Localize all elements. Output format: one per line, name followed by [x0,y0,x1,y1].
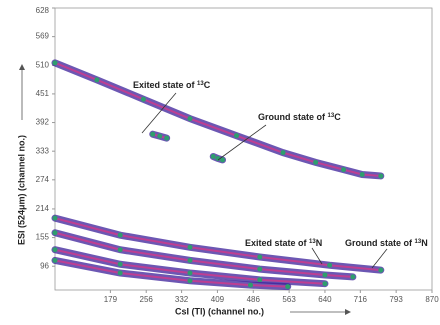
band-core [54,231,353,278]
point [234,133,240,139]
point [94,77,100,83]
y-tick-label: 392 [36,118,50,127]
point [280,150,286,156]
x-tick-label: 716 [354,295,368,304]
point [215,155,221,161]
point [327,262,333,268]
point [52,230,58,236]
annotation-sup: 13 [415,239,422,245]
point [322,281,328,287]
point [247,282,253,288]
annotation-after: C [204,80,211,90]
annotation-after: N [316,238,323,248]
plot-frame [54,7,433,291]
point [117,232,123,238]
point [350,274,356,280]
annotation: Exited state of 13N [245,238,322,248]
y-tick-label: 451 [36,89,50,98]
point [164,135,170,141]
point [257,266,263,272]
y-tick-label: 628 [36,6,50,15]
point [52,247,58,253]
annotation-sup: 13 [328,113,335,119]
point [313,159,319,165]
annotation-text: Ground state of [345,238,415,248]
point [150,131,156,137]
annotation-sup: 13 [309,239,316,245]
x-tick-label: 640 [318,295,332,304]
x-tick-label: 179 [104,295,118,304]
point [220,157,226,163]
point [378,173,384,179]
point [341,167,347,173]
annotation-text: Ground state of [258,112,328,122]
annotation-arrow [311,247,323,265]
y-tick-label: 333 [36,146,50,155]
y-tick-label: 155 [36,233,50,242]
x-axis-arrowhead [345,309,351,315]
annotation-after: N [421,238,428,248]
y-tick-label: 214 [36,204,50,213]
y-axis-label: ESI (524μm) (channel no.) [16,135,26,245]
y-tick-label: 569 [36,32,50,41]
annotation-text: Exited state of [133,80,197,90]
x-tick-label: 870 [425,295,439,304]
point [359,171,365,177]
annotation: Ground state of 13C [258,112,341,122]
point [210,154,216,160]
point [187,270,193,276]
point [187,116,193,122]
x-tick-label: 332 [175,295,189,304]
point [187,244,193,250]
annotation-sup: 13 [197,81,204,87]
annotation-after: C [334,112,341,122]
annotation: Exited state of 13C [133,80,211,90]
x-tick-label: 256 [140,295,154,304]
band-core [54,217,381,272]
x-axis-label: CsI (Tl) (channel no.) [175,306,264,316]
point [285,284,291,290]
point [257,254,263,260]
y-axis-arrowhead [19,64,25,70]
x-tick-label: 409 [211,295,225,304]
y-tick-label: 274 [36,175,50,184]
point [52,215,58,221]
point [117,270,123,276]
point [140,96,146,102]
point [52,257,58,263]
point [257,277,263,283]
annotation-arrow [141,92,177,134]
x-tick-label: 563 [282,295,296,304]
y-tick-label: 510 [36,60,50,69]
point [157,133,163,139]
point [322,272,328,278]
y-tick-label: 96 [40,261,49,270]
annotation: Ground state of 13N [345,238,428,248]
point [378,267,384,273]
annotation-text: Exited state of [245,238,309,248]
point [52,60,58,66]
x-tick-label: 793 [389,295,403,304]
point [117,261,123,267]
x-tick-label: 486 [247,295,261,304]
annotation-arrow [371,248,388,269]
point [117,247,123,253]
band-core [54,61,381,177]
annotation-arrow [217,124,267,161]
point [187,257,193,263]
point [187,278,193,284]
